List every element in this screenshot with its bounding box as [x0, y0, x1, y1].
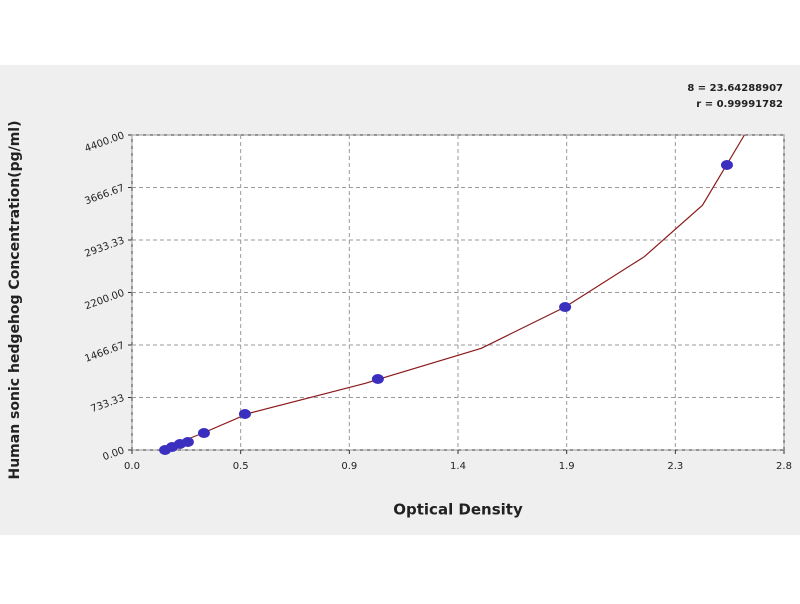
data-point	[559, 302, 572, 313]
data-point	[197, 428, 210, 439]
x-tick-label: 0.5	[233, 461, 249, 472]
x-tick-label: 2.3	[667, 461, 683, 472]
y-axis-label: Human sonic hedgehog Concentration(pg/ml…	[7, 120, 23, 479]
x-tick-label: 1.9	[559, 461, 575, 472]
x-tick-label: 0.9	[341, 461, 357, 472]
annotation: 8 = 23.64288907	[687, 83, 783, 94]
annotation: r = 0.99991782	[696, 99, 783, 110]
x-tick-label: 0.0	[124, 461, 140, 472]
x-tick-label: 2.8	[776, 461, 792, 472]
fit-curve	[159, 134, 745, 451]
data-point	[238, 408, 251, 419]
data-point	[181, 436, 194, 447]
data-point	[371, 373, 384, 384]
x-tick-label: 1.4	[450, 461, 466, 472]
x-axis-label: Optical Density	[393, 501, 523, 519]
data-point	[720, 159, 733, 170]
